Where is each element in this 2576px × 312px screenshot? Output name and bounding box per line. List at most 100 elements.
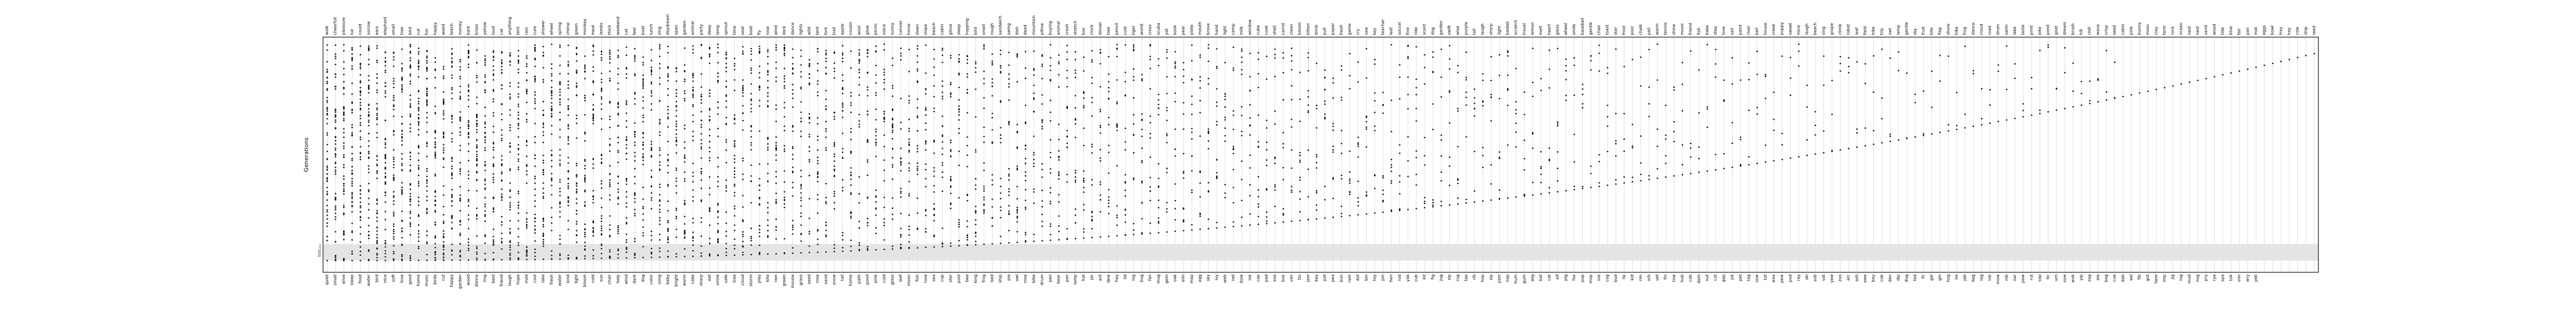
data-point (767, 95, 769, 96)
data-point (1033, 234, 1035, 235)
data-point (634, 156, 636, 157)
data-point (510, 98, 511, 100)
data-point (900, 165, 902, 166)
data-point (675, 110, 677, 111)
data-point (1432, 57, 1434, 58)
data-point (917, 166, 918, 167)
data-point (942, 177, 943, 178)
data-point (1158, 114, 1159, 115)
data-point (368, 238, 369, 239)
data-point (717, 47, 719, 48)
data-point (426, 190, 428, 191)
data-point (792, 187, 793, 188)
data-point (351, 260, 353, 261)
data-point (1058, 74, 1060, 75)
data-point (543, 224, 544, 225)
data-point (1233, 47, 1234, 48)
data-point (942, 165, 943, 166)
top-column-label: horse (907, 24, 911, 35)
data-point (842, 45, 843, 46)
data-point (1482, 105, 1484, 106)
data-point (775, 142, 777, 143)
data-point (584, 250, 586, 251)
data-point (892, 119, 893, 120)
data-point (684, 93, 686, 94)
data-point (443, 159, 445, 160)
data-point (642, 187, 644, 188)
data-point (1208, 61, 1209, 62)
data-point (551, 68, 552, 69)
data-point (659, 101, 660, 102)
data-point (568, 200, 569, 201)
data-point (642, 80, 644, 81)
data-point (1266, 142, 1267, 143)
data-point (543, 239, 544, 240)
data-point (484, 236, 486, 237)
data-point (842, 61, 843, 62)
data-point (476, 140, 478, 141)
data-point (376, 237, 378, 238)
data-point (667, 184, 669, 185)
data-point (1075, 51, 1076, 52)
data-point (401, 84, 403, 85)
data-point (351, 65, 353, 67)
data-point (1233, 110, 1234, 111)
data-point (493, 243, 494, 244)
top-column-label: garden (682, 21, 687, 35)
data-point (1000, 71, 1002, 72)
top-column-label: farm (2162, 25, 2166, 35)
data-point (759, 163, 760, 165)
data-point (1947, 124, 1949, 125)
data-point (351, 153, 353, 154)
data-point (875, 139, 877, 140)
data-point (351, 47, 353, 48)
data-point (1316, 192, 1317, 193)
data-point (1590, 173, 1592, 174)
data-point (351, 170, 353, 171)
data-point (385, 96, 386, 97)
data-point (351, 134, 353, 135)
data-point (1050, 187, 1052, 188)
data-point (642, 214, 644, 215)
data-point (360, 54, 361, 55)
data-point (1424, 137, 1426, 138)
data-point (634, 160, 636, 161)
data-point (327, 77, 328, 78)
data-point (917, 80, 918, 81)
data-point (892, 123, 893, 124)
data-point (401, 77, 403, 78)
data-point (1274, 76, 1276, 77)
data-point (426, 117, 428, 118)
data-point (1523, 158, 1525, 159)
data-point (1158, 58, 1159, 59)
data-point (393, 80, 395, 81)
data-point (568, 65, 569, 67)
data-point (510, 189, 511, 190)
data-points (327, 44, 2315, 261)
data-point (385, 229, 386, 230)
data-point (634, 215, 636, 216)
data-point (1308, 105, 1309, 106)
data-point (360, 122, 361, 123)
data-point (1856, 132, 1858, 133)
data-point (842, 89, 843, 90)
data-point (551, 251, 552, 252)
data-point (484, 243, 486, 244)
data-point (385, 72, 386, 73)
data-point (884, 89, 885, 90)
data-point (884, 159, 885, 160)
data-point (817, 63, 819, 64)
data-point (1349, 88, 1351, 89)
data-point (327, 226, 328, 227)
data-point (1673, 121, 1675, 122)
data-point (468, 124, 469, 125)
data-point (834, 202, 835, 203)
data-point (609, 144, 611, 145)
data-point (992, 217, 993, 218)
data-point (1058, 63, 1060, 64)
data-point (801, 170, 802, 171)
data-point (543, 172, 544, 173)
data-point (484, 161, 486, 162)
data-point (1016, 81, 1018, 82)
data-point (510, 228, 511, 229)
